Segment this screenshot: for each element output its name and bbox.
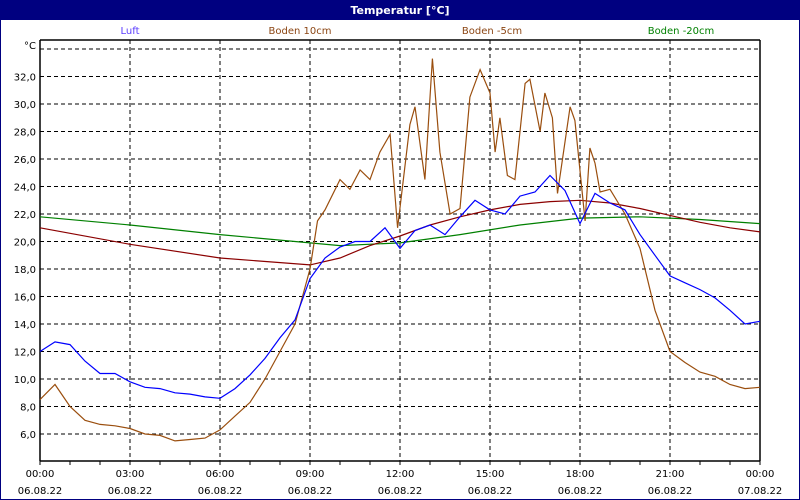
legend-label-luft: Luft (121, 26, 140, 37)
series-line-boden-20cm (39, 216, 761, 247)
x-tick-date: 07.08.22 (738, 486, 783, 497)
y-tick-label: 16,0 (14, 293, 36, 304)
y-tick-label: 18,0 (14, 265, 36, 276)
x-tick-date: 06.08.22 (558, 486, 603, 497)
y-tick-label: 8,0 (20, 403, 36, 414)
x-tick-date: 06.08.22 (288, 486, 333, 497)
y-tick-label: 14,0 (14, 320, 36, 331)
y-tick-label: 20,0 (14, 238, 36, 249)
x-tick-time: 03:00 (116, 469, 145, 480)
y-tick-label: 12,0 (14, 348, 36, 359)
x-tick-time: 00:00 (746, 469, 775, 480)
y-tick-label: 28,0 (14, 128, 36, 139)
series-line-boden-10cm (39, 58, 761, 442)
x-tick-time: 06:00 (206, 469, 235, 480)
x-tick-date: 06.08.22 (648, 486, 693, 497)
legend-label-boden-10cm: Boden 10cm (269, 26, 332, 37)
y-tick-label: 6,0 (20, 430, 36, 441)
y-tick-label: 24,0 (14, 183, 36, 194)
x-tick-time: 12:00 (386, 469, 415, 480)
x-tick-time: 15:00 (476, 469, 505, 480)
legend-label-boden-20cm: Boden -20cm (648, 26, 715, 37)
x-tick-time: 18:00 (566, 469, 595, 480)
y-tick-label: 22,0 (14, 210, 36, 221)
y-tick-label: 32,0 (14, 73, 36, 84)
x-tick-time: 21:00 (656, 469, 685, 480)
x-tick-time: 09:00 (296, 469, 325, 480)
y-axis-unit: °C (24, 41, 36, 52)
x-tick-date: 06.08.22 (108, 486, 153, 497)
x-tick-date: 06.08.22 (378, 486, 423, 497)
x-tick-time: 00:00 (26, 469, 55, 480)
x-tick-date: 06.08.22 (198, 486, 243, 497)
legend-label-boden-5cm: Boden -5cm (462, 26, 522, 37)
series-line-luft (39, 174, 761, 399)
y-tick-label: 30,0 (14, 100, 36, 111)
x-tick-date: 06.08.22 (18, 486, 63, 497)
chart-title: Temperatur [°C] (1, 1, 799, 20)
y-tick-label: 10,0 (14, 375, 36, 386)
x-tick-date: 06.08.22 (468, 486, 513, 497)
y-tick-label: 26,0 (14, 155, 36, 166)
